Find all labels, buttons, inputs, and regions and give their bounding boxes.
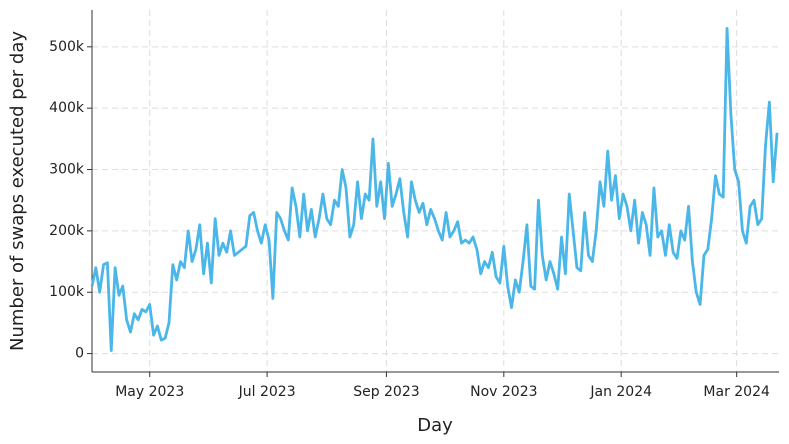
y-tick-label: 0 [75, 346, 84, 362]
x-tick-label: May 2023 [115, 384, 184, 400]
data-line [90, 27, 779, 352]
y-axis-title: Number of swaps executed per day [7, 31, 28, 351]
x-tick-label: Jul 2023 [238, 384, 296, 400]
x-tick-label: Nov 2023 [470, 384, 537, 400]
x-tick-label: Jan 2024 [589, 384, 652, 400]
y-tick-label: 500k [49, 39, 85, 55]
y-tick-label: 200k [49, 223, 85, 239]
x-axis-title: Day [417, 415, 453, 436]
x-tick-label: Mar 2024 [703, 384, 770, 400]
y-tick-label: 100k [49, 284, 85, 300]
x-tick-label: Sep 2023 [353, 384, 419, 400]
y-tick-label: 400k [49, 100, 85, 116]
y-tick-label: 300k [49, 162, 85, 178]
